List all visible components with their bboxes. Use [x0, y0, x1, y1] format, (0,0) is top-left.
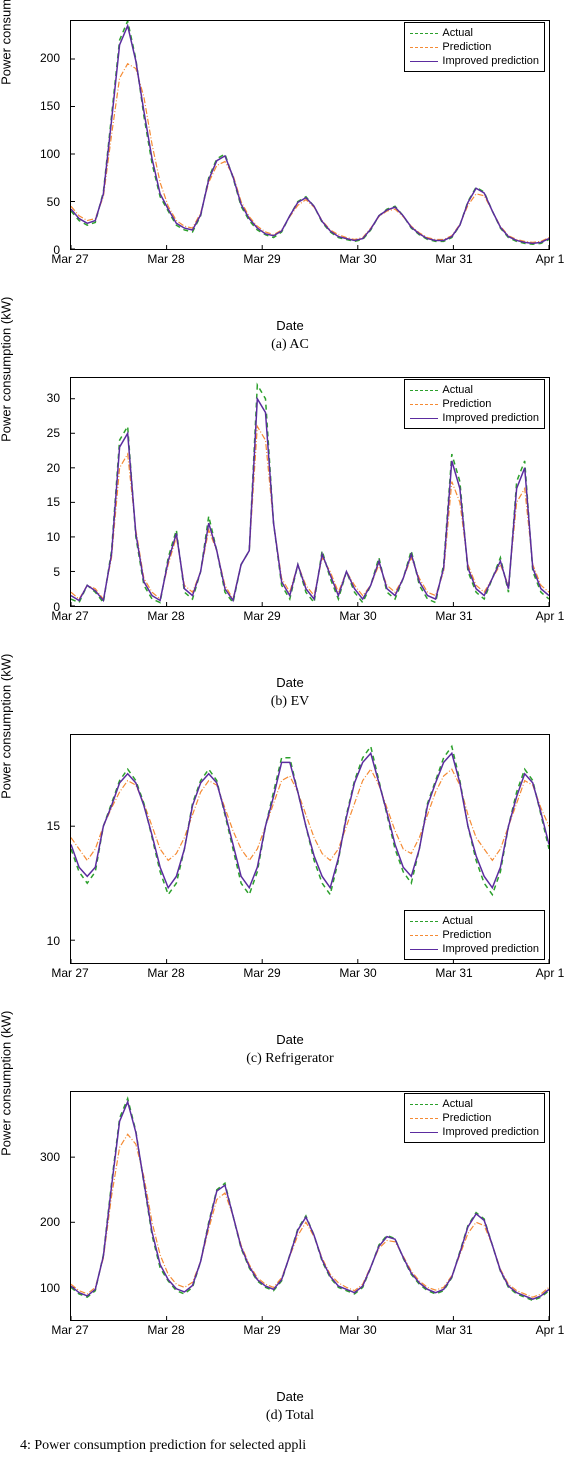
series-prediction — [71, 1134, 549, 1297]
legend-label: Prediction — [442, 398, 491, 410]
legend-item-actual: Actual — [410, 26, 539, 40]
x-tick: Mar 27 — [51, 966, 88, 980]
legend-label: Prediction — [442, 41, 491, 53]
legend-item-actual: Actual — [410, 1097, 539, 1111]
x-tick: Mar 30 — [339, 966, 376, 980]
x-tick: Mar 29 — [243, 609, 280, 623]
legend-label: Improved prediction — [442, 943, 539, 955]
legend-item-prediction: Prediction — [410, 928, 539, 942]
legend-item-actual: Actual — [410, 383, 539, 397]
x-tick: Mar 31 — [435, 966, 472, 980]
legend-item-prediction: Prediction — [410, 1111, 539, 1125]
y-tick: 30 — [47, 391, 60, 405]
chart-fridge: Power consumption (kW)1015Mar 27Mar 28Ma… — [10, 724, 570, 1067]
legend-label: Actual — [442, 384, 473, 396]
x-axis-label: Date — [10, 1389, 570, 1404]
x-tick: Apr 1 — [536, 1323, 565, 1337]
legend-item-improved: Improved prediction — [410, 1125, 539, 1139]
legend-label: Improved prediction — [442, 55, 539, 67]
x-tick: Mar 27 — [51, 1323, 88, 1337]
y-tick: 15 — [47, 819, 60, 833]
legend-label: Actual — [442, 27, 473, 39]
subplot-caption: (a) AC — [10, 337, 570, 353]
x-tick: Apr 1 — [536, 609, 565, 623]
legend-label: Improved prediction — [442, 412, 539, 424]
series-prediction — [71, 64, 549, 243]
legend-label: Prediction — [442, 929, 491, 941]
y-tick: 15 — [47, 495, 60, 509]
legend-label: Improved prediction — [442, 1126, 539, 1138]
x-axis-label: Date — [10, 675, 570, 690]
y-tick: 200 — [40, 51, 60, 65]
subplot-caption: (d) Total — [10, 1408, 570, 1424]
y-tick: 10 — [47, 934, 60, 948]
x-tick: Mar 27 — [51, 609, 88, 623]
y-tick: 50 — [47, 195, 60, 209]
x-axis-label: Date — [10, 318, 570, 333]
chart-total: Power consumption (kW)100200300Mar 27Mar… — [10, 1081, 570, 1424]
y-tick: 200 — [40, 1215, 60, 1229]
x-tick: Mar 28 — [147, 252, 184, 266]
x-tick: Apr 1 — [536, 252, 565, 266]
legend-item-improved: Improved prediction — [410, 942, 539, 956]
x-tick: Mar 27 — [51, 252, 88, 266]
x-tick: Mar 29 — [243, 252, 280, 266]
legend-item-improved: Improved prediction — [410, 411, 539, 425]
legend-item-prediction: Prediction — [410, 397, 539, 411]
series-prediction — [71, 769, 549, 860]
y-tick: 5 — [53, 565, 60, 579]
chart-ev: Power consumption (kW)051015202530Mar 27… — [10, 367, 570, 710]
x-axis-label: Date — [10, 1032, 570, 1047]
chart-ac: Power consumption (kW)050100150200Mar 27… — [10, 10, 570, 353]
x-tick: Mar 28 — [147, 1323, 184, 1337]
legend-label: Actual — [442, 915, 473, 927]
x-tick: Mar 28 — [147, 609, 184, 623]
series-actual — [71, 746, 549, 894]
subplot-caption: (c) Refrigerator — [10, 1051, 570, 1067]
x-tick: Mar 31 — [435, 1323, 472, 1337]
footer-caption: 4: Power consumption prediction for sele… — [10, 1438, 570, 1454]
legend: Actual Prediction Improved prediction — [404, 379, 545, 429]
y-tick: 150 — [40, 99, 60, 113]
x-tick: Apr 1 — [536, 966, 565, 980]
subplot-caption: (b) EV — [10, 694, 570, 710]
y-tick: 20 — [47, 461, 60, 475]
x-tick: Mar 31 — [435, 252, 472, 266]
x-tick: Mar 28 — [147, 966, 184, 980]
legend: Actual Prediction Improved prediction — [404, 1093, 545, 1143]
x-tick: Mar 30 — [339, 609, 376, 623]
y-tick: 100 — [40, 1281, 60, 1295]
x-tick: Mar 31 — [435, 609, 472, 623]
legend-label: Actual — [442, 1098, 473, 1110]
x-tick: Mar 30 — [339, 252, 376, 266]
legend-item-prediction: Prediction — [410, 40, 539, 54]
x-tick: Mar 29 — [243, 966, 280, 980]
y-tick: 25 — [47, 426, 60, 440]
series-improved — [71, 753, 549, 888]
y-tick: 10 — [47, 530, 60, 544]
legend: Actual Prediction Improved prediction — [404, 22, 545, 72]
legend-label: Prediction — [442, 1112, 491, 1124]
legend: Actual Prediction Improved prediction — [404, 910, 545, 960]
x-tick: Mar 30 — [339, 1323, 376, 1337]
legend-item-actual: Actual — [410, 914, 539, 928]
legend-item-improved: Improved prediction — [410, 54, 539, 68]
x-tick: Mar 29 — [243, 1323, 280, 1337]
y-tick: 100 — [40, 147, 60, 161]
y-tick: 300 — [40, 1150, 60, 1164]
